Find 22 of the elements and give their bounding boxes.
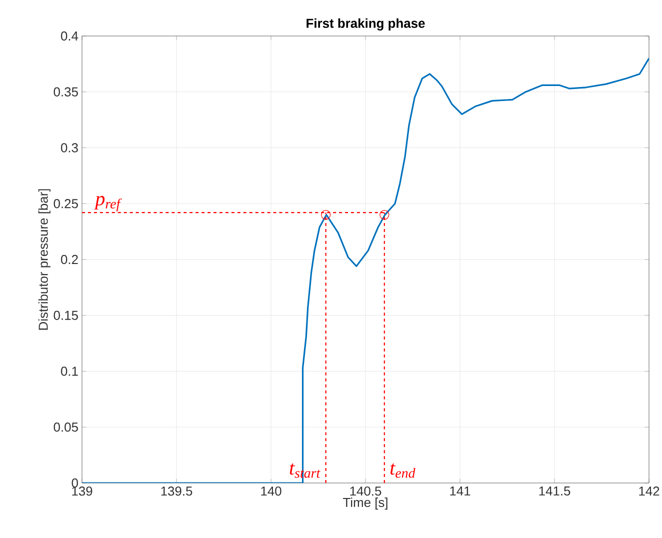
y-tick-label: 0.4: [60, 31, 78, 41]
x-tick-label: 140: [261, 486, 282, 496]
y-tick-label: 0.2: [60, 254, 78, 264]
y-tick-label: 0.1: [60, 366, 78, 376]
y-tick-label: 0.25: [54, 199, 78, 208]
y-tick-label: 0.05: [54, 422, 78, 432]
x-tick-label: 139.5: [161, 486, 192, 496]
line-series: [82, 58, 650, 483]
chart-title: First braking phase: [306, 18, 425, 30]
y-axis-title: Distributor pressure [bar]: [38, 189, 50, 330]
x-tick-label: 142: [639, 486, 660, 496]
y-tick-label: 0.15: [54, 310, 78, 320]
y-tick-label: 0.3: [60, 143, 78, 152]
x-tick-label: 141: [450, 486, 470, 496]
ref-line-label: t$_{end}$: [390, 463, 416, 478]
y-tick-label: 0: [72, 478, 78, 488]
x-tick-label: 141.5: [539, 486, 570, 496]
x-tick-label: 140.5: [350, 486, 382, 496]
x-axis-title: Time [s]: [343, 498, 388, 510]
x-tick-label: 139: [72, 486, 92, 496]
ref-line-label: p$_{ref}$: [94, 196, 122, 212]
y-tick-label: 0.35: [54, 87, 78, 96]
